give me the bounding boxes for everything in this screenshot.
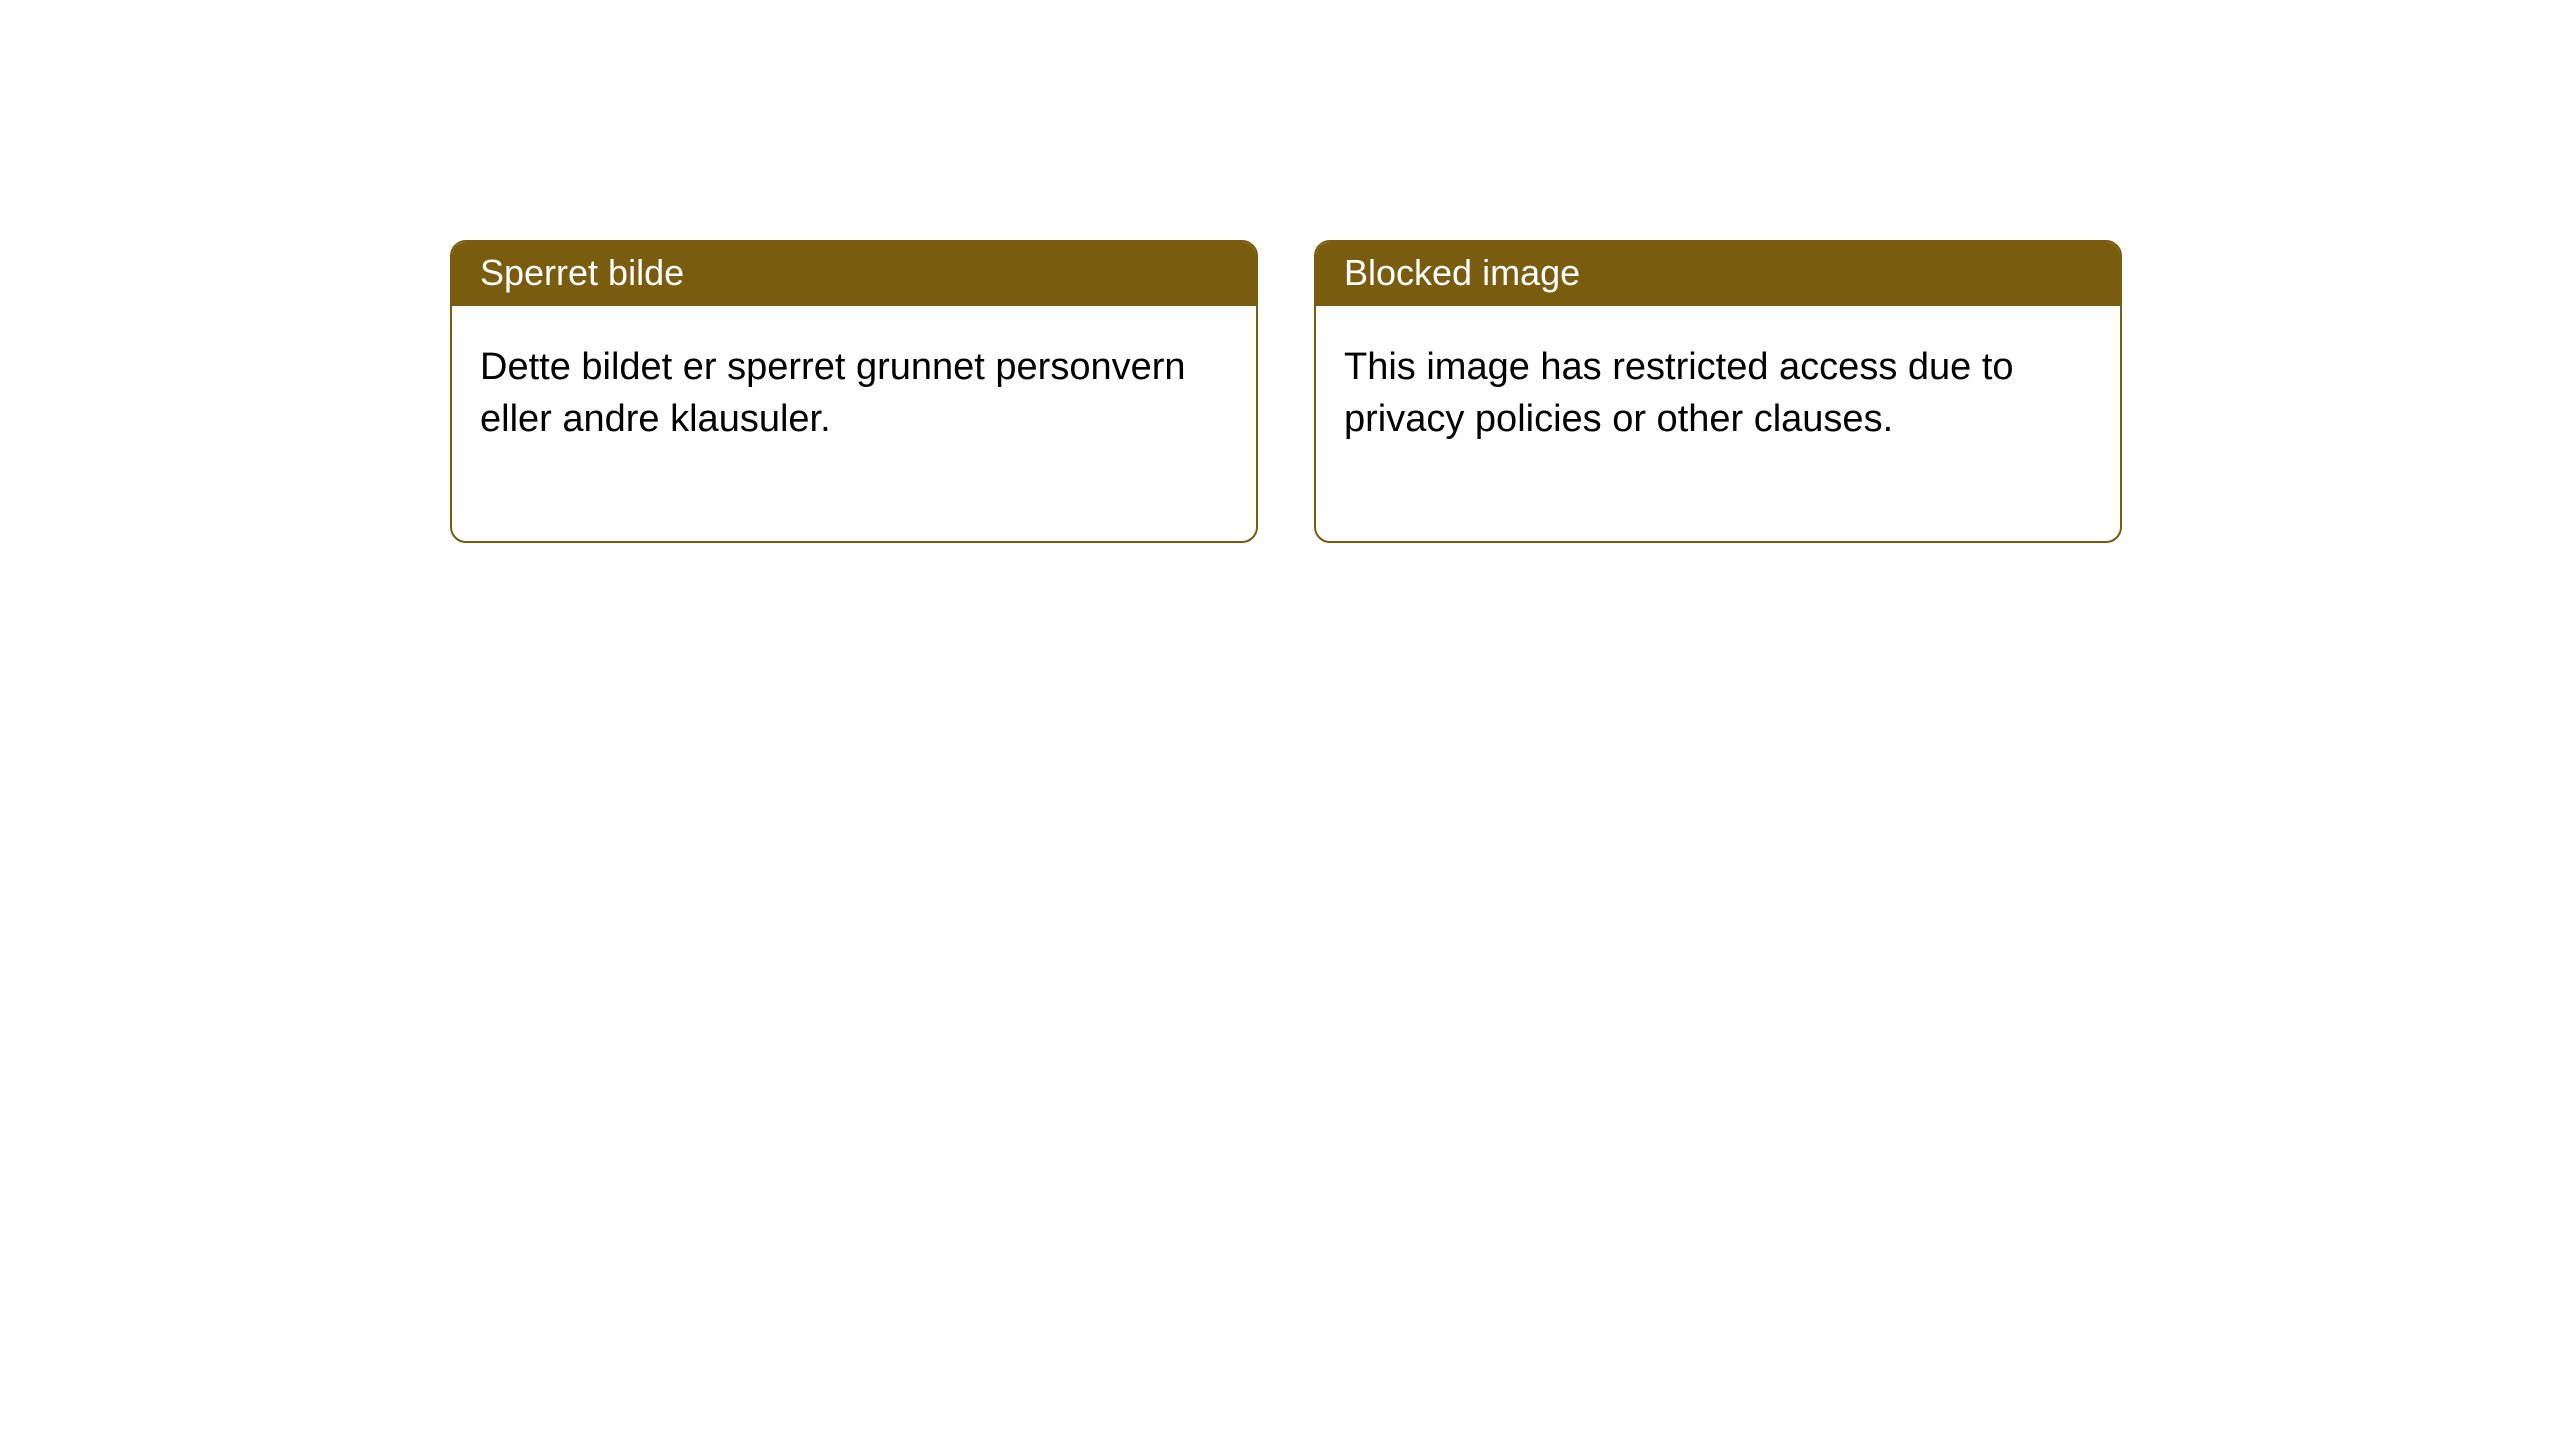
notice-card-english: Blocked image This image has restricted … (1314, 240, 2122, 543)
notice-body: Dette bildet er sperret grunnet personve… (452, 306, 1256, 541)
notice-container: Sperret bilde Dette bildet er sperret gr… (0, 0, 2560, 543)
notice-body: This image has restricted access due to … (1316, 306, 2120, 541)
notice-header: Sperret bilde (452, 242, 1256, 306)
notice-header: Blocked image (1316, 242, 2120, 306)
notice-card-norwegian: Sperret bilde Dette bildet er sperret gr… (450, 240, 1258, 543)
